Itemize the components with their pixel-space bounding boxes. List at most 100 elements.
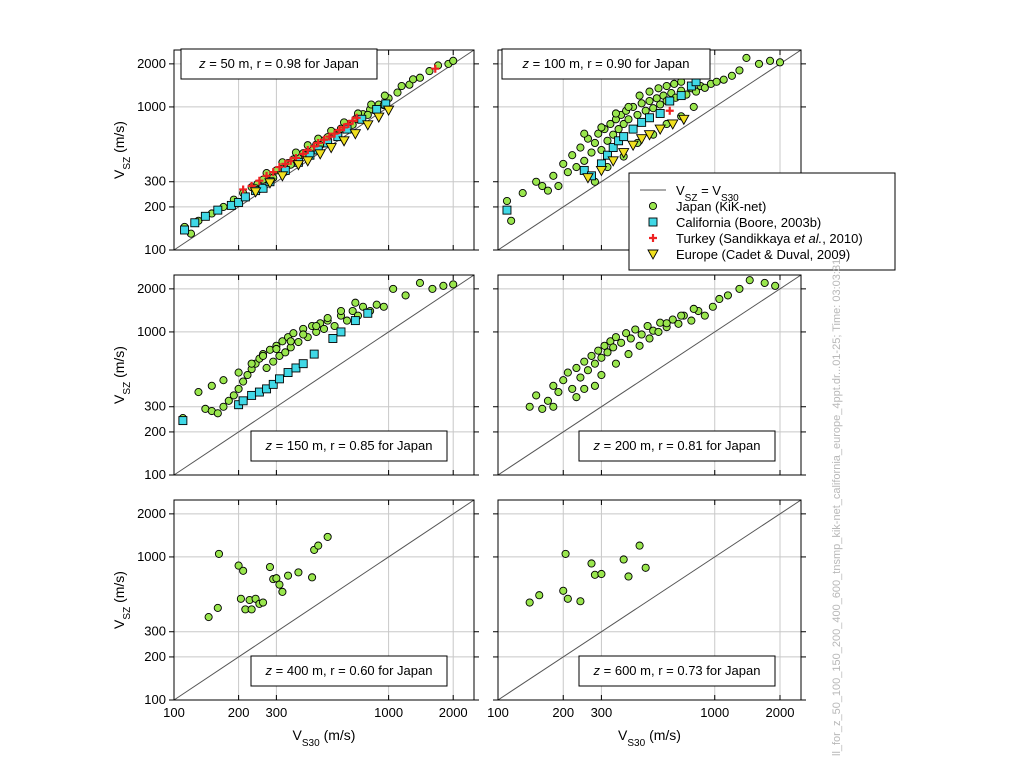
japan-point [594,346,603,355]
japan-point [518,189,527,198]
annotation-text: z = 600 m, r = 0.73 for Japan [593,663,761,678]
japan-point [278,337,287,346]
japan-point [239,566,248,575]
japan-point [641,563,650,572]
x-axis-label: VS30 (m/s) [618,727,681,749]
europe-point [276,171,289,182]
japan-point [643,321,652,331]
japan-point [532,177,541,186]
y-tick-label: 200 [144,649,166,664]
japan-point [289,329,298,338]
legend-label: Turkey (Sandikkaya et al., 2010) [676,231,863,246]
california-point [298,359,308,369]
turkey-point [344,119,353,128]
japan-point [286,337,295,346]
japan-point [272,574,281,583]
japan-point [735,284,744,293]
y-tick-label: 100 [144,242,166,257]
japan-point [294,337,303,347]
y-tick-label: 100 [144,467,166,482]
japan-point [590,381,599,390]
california-point [226,200,236,210]
japan-point [580,129,589,138]
california-point [676,91,686,101]
sidebar-label: ll_for_z_50_100_150_200_400_600_tnsmp_ki… [831,259,843,756]
japan-point [234,368,243,377]
legend-turkey-icon [649,234,657,242]
japan-point [389,284,398,293]
japan-point [275,580,284,589]
y-tick-label: 1000 [137,99,166,114]
japan-point [603,136,612,145]
x-tick-label: 1000 [700,705,729,720]
panel-bottom-left: 100 200 300 1000 2000 100 200 300 1000 2000 VSZ (m… [111,499,479,749]
legend-item-japan: Japan (KiK-net) [648,199,766,214]
europe-point [349,129,362,140]
japan-point [559,159,568,168]
california-point [178,416,188,426]
legend-label: California (Boore, 2003b) [676,215,821,230]
japan-point [405,80,414,89]
panel-bottom-right: 100 200 300 1000 2000 VS30 (m/s) z = 600 m, r … [487,499,806,749]
europe-point [643,130,656,141]
japan-point [213,603,222,612]
japan-point [624,115,633,124]
legend-label: Europe (Cadet & Duval, 2009) [676,247,850,262]
japan-point [689,304,698,313]
japan-point [234,384,243,393]
california-point [247,390,257,400]
japan-point [580,357,589,366]
plot-frame [173,499,475,701]
europe-point [678,114,690,126]
japan-point [576,597,585,606]
europe-point [582,173,594,184]
europe-point [249,187,262,198]
japan-point [611,333,620,342]
japan-point [336,306,346,316]
y-tick-label: 200 [144,199,166,214]
annotation-box [250,655,448,687]
one-to-one-line [173,274,475,476]
turkey-point [310,142,319,151]
japan-point [624,572,633,581]
japan-point [348,306,357,316]
annotation-box [578,655,776,687]
europe-point [617,148,630,159]
europe-point [654,124,666,136]
california-point [336,327,346,337]
california-point [238,396,248,406]
japan-point [572,163,581,172]
japan-point [597,123,606,132]
japan-point [597,353,606,362]
x-axis-label: VS30 (m/s) [293,727,356,749]
california-point [603,150,612,160]
japan-point [549,171,558,180]
panels: 100 200 300 1000 2000 VSZ (m/s) z = 50 m, r = … [111,48,806,749]
y-tick-label: 1000 [137,549,166,564]
japan-point [590,359,599,368]
japan-point [668,315,677,324]
japan-point [525,402,534,411]
japan-point [425,67,434,76]
x-tick-label: 100 [487,705,509,720]
california-point [665,96,675,106]
japan-point [622,329,631,338]
japan-point [401,291,410,300]
japan-point [662,319,671,328]
japan-point [587,559,596,568]
legend-california-icon [648,217,658,227]
japan-point [314,541,323,550]
japan-point [219,376,228,385]
california-point [240,192,250,202]
series-europe [582,114,690,184]
japan-point [587,351,596,360]
california-point [619,132,629,142]
california-point [234,197,244,207]
california-point [645,113,654,123]
japan-point [576,373,585,382]
japan-point [583,366,592,375]
japan-point [624,350,633,359]
japan-point [449,56,458,65]
